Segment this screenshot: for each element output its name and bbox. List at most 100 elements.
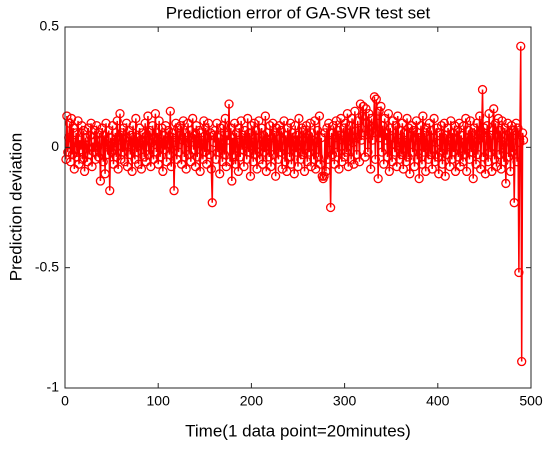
point-marker: [339, 152, 350, 162]
point-marker: [486, 130, 496, 140]
point-marker: [478, 152, 489, 162]
point-marker: [147, 121, 158, 131]
point-marker: [407, 121, 417, 131]
point-marker: [475, 111, 485, 121]
point-marker: [393, 111, 403, 121]
point-marker: [158, 166, 168, 177]
point-marker: [174, 147, 184, 157]
point-marker: [75, 135, 85, 145]
point-marker: [274, 121, 285, 131]
point-marker: [328, 121, 339, 131]
point-marker: [86, 118, 96, 128]
point-marker: [165, 106, 175, 116]
point-marker: [125, 149, 135, 160]
point-marker: [134, 123, 145, 133]
point-marker: [359, 130, 369, 140]
point-marker: [434, 169, 444, 179]
x-tick-label: 300: [333, 393, 357, 409]
point-marker: [168, 128, 178, 138]
point-marker: [397, 118, 408, 128]
axes-box: [64, 26, 532, 389]
point-marker: [243, 147, 254, 157]
point-marker: [369, 92, 380, 102]
point-marker: [261, 166, 271, 177]
point-marker: [196, 128, 206, 138]
point-marker: [314, 111, 325, 121]
point-marker: [195, 166, 205, 177]
point-marker: [438, 133, 449, 143]
point-marker: [247, 137, 257, 148]
point-marker: [208, 130, 218, 140]
point-marker: [505, 166, 516, 177]
point-marker: [79, 166, 90, 177]
point-marker: [371, 94, 381, 104]
point-marker: [346, 154, 356, 165]
point-marker: [110, 128, 120, 138]
point-marker: [506, 121, 517, 131]
point-marker: [275, 147, 285, 157]
point-marker: [123, 140, 134, 150]
point-marker: [138, 140, 148, 150]
point-marker: [484, 108, 494, 119]
point-marker: [260, 111, 271, 121]
point-marker: [336, 113, 346, 124]
x-tick-label: 200: [240, 393, 264, 409]
x-tick-label: 500: [519, 393, 543, 409]
point-marker: [366, 164, 376, 174]
y-tick-label: -0.5: [35, 258, 59, 274]
point-marker: [450, 166, 461, 177]
point-marker: [498, 140, 508, 150]
point-marker: [465, 116, 476, 126]
point-marker: [373, 173, 383, 184]
point-marker: [375, 133, 385, 143]
point-marker: [455, 161, 465, 172]
point-marker: [333, 125, 343, 136]
point-marker: [466, 147, 477, 157]
point-marker: [469, 123, 479, 133]
point-marker: [246, 121, 257, 131]
point-marker: [207, 198, 217, 208]
point-marker: [191, 121, 202, 131]
point-marker: [366, 113, 377, 124]
point-marker: [111, 152, 121, 162]
point-marker: [233, 166, 244, 177]
point-marker: [311, 164, 321, 174]
point-marker: [222, 130, 232, 140]
point-marker: [477, 84, 488, 95]
point-marker: [374, 106, 384, 116]
point-marker: [332, 147, 342, 157]
point-marker: [491, 161, 502, 172]
y-tick-label: 0.5: [40, 18, 60, 34]
point-marker: [220, 113, 230, 124]
point-marker: [174, 130, 185, 140]
point-marker: [127, 166, 137, 177]
point-marker: [219, 149, 230, 160]
point-marker: [485, 147, 495, 157]
point-marker: [518, 135, 529, 145]
point-marker: [155, 152, 165, 162]
point-marker: [415, 133, 425, 143]
point-marker: [421, 123, 432, 133]
point-marker: [200, 147, 210, 157]
point-marker: [271, 123, 282, 133]
point-marker: [358, 101, 368, 112]
point-marker: [489, 104, 499, 114]
point-marker: [243, 113, 253, 124]
point-marker: [229, 149, 239, 160]
point-marker: [194, 125, 204, 136]
point-marker: [476, 164, 486, 174]
x-tick-label: 400: [426, 393, 450, 409]
point-marker: [180, 128, 190, 138]
point-marker: [380, 135, 391, 145]
point-marker: [223, 135, 233, 145]
point-marker: [181, 164, 191, 174]
point-marker: [361, 104, 371, 114]
point-marker: [479, 123, 490, 133]
point-marker: [457, 137, 467, 148]
point-marker: [362, 118, 372, 128]
point-marker: [201, 123, 211, 133]
point-marker: [278, 135, 288, 145]
point-marker: [383, 108, 394, 119]
point-marker: [481, 135, 491, 145]
point-marker: [163, 125, 174, 136]
